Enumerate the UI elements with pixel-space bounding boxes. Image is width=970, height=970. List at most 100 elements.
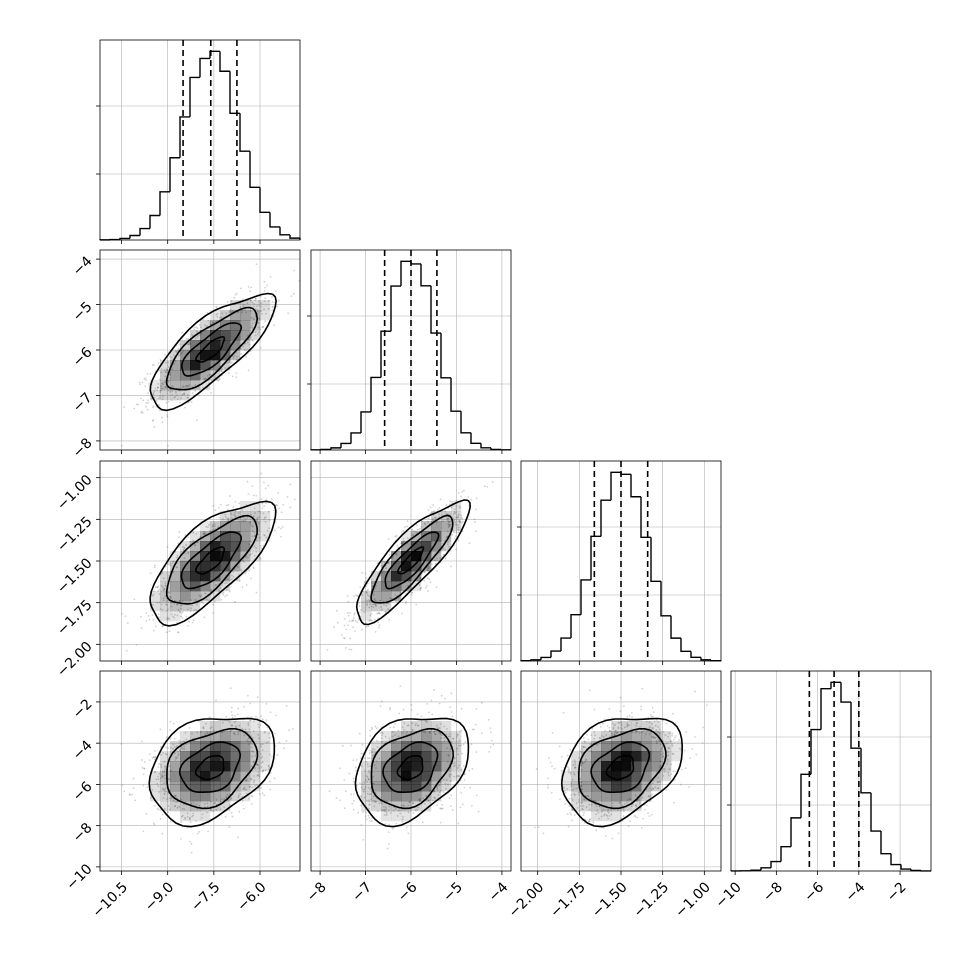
scatter-point xyxy=(190,401,193,403)
scatter-point xyxy=(245,554,248,557)
scatter-point xyxy=(230,711,233,713)
scatter-point xyxy=(157,785,160,788)
scatter-point xyxy=(238,502,241,505)
scatter-point xyxy=(653,736,656,739)
panel-content-3-0 xyxy=(120,687,294,854)
scatter-point xyxy=(439,821,442,824)
xtick-label-1-3: −5 xyxy=(440,879,466,905)
scatter-point xyxy=(368,803,371,806)
density-cell xyxy=(250,771,261,782)
density-cell xyxy=(210,531,221,542)
scatter-point xyxy=(247,737,250,740)
scatter-point xyxy=(448,775,451,778)
scatter-point xyxy=(445,733,448,736)
scatter-point xyxy=(387,608,390,611)
ytick-label-3-0: −10 xyxy=(63,861,95,893)
density-cell xyxy=(421,751,432,762)
scatter-point xyxy=(221,721,224,724)
scatter-point xyxy=(635,722,638,724)
density-cell xyxy=(571,771,582,782)
scatter-point xyxy=(221,370,224,373)
scatter-point xyxy=(364,779,367,781)
scatter-point xyxy=(153,426,156,428)
density-cell xyxy=(431,551,442,562)
scatter-point xyxy=(175,566,178,569)
scatter-point xyxy=(336,609,338,612)
scatter-point xyxy=(398,809,401,812)
scatter-point xyxy=(392,809,395,812)
scatter-point xyxy=(582,745,585,748)
scatter-point xyxy=(581,788,584,791)
scatter-point xyxy=(451,762,454,765)
scatter-point xyxy=(619,801,622,804)
scatter-point xyxy=(457,775,460,778)
scatter-point xyxy=(381,734,383,737)
scatter-point xyxy=(457,753,459,756)
scatter-point xyxy=(158,601,161,604)
scatter-point xyxy=(373,748,376,751)
scatter-point xyxy=(169,738,172,740)
scatter-point xyxy=(275,305,278,308)
scatter-point xyxy=(218,590,220,593)
hist-bar-8 xyxy=(810,728,821,775)
density-cell xyxy=(260,531,271,542)
scatter-point xyxy=(234,720,237,723)
scatter-point xyxy=(227,518,230,521)
xtick-label-1-0: −8 xyxy=(304,879,330,905)
density-cell xyxy=(250,551,261,562)
scatter-point xyxy=(475,794,478,797)
scatter-point xyxy=(256,784,259,787)
scatter-point xyxy=(169,562,172,565)
scatter-point xyxy=(183,393,185,395)
density-cell xyxy=(361,611,372,622)
scatter-point xyxy=(573,759,576,762)
scatter-point xyxy=(209,590,212,593)
scatter-point xyxy=(195,819,198,822)
scatter-point xyxy=(228,372,230,375)
scatter-point xyxy=(246,334,249,337)
scatter-point xyxy=(602,826,605,829)
scatter-point xyxy=(580,761,583,764)
scatter-point xyxy=(212,524,214,527)
scatter-point xyxy=(400,543,403,545)
scatter-point xyxy=(608,730,611,733)
scatter-point xyxy=(267,307,270,310)
hist-bar-2 xyxy=(750,869,761,871)
hist-bar-17 xyxy=(480,443,491,449)
scatter-point xyxy=(258,767,260,769)
scatter-point xyxy=(427,517,430,520)
scatter-point xyxy=(158,763,161,765)
scatter-point xyxy=(267,765,270,768)
scatter-point xyxy=(648,727,651,730)
scatter-point xyxy=(347,600,350,603)
density-cell xyxy=(411,731,422,742)
scatter-point xyxy=(439,807,442,810)
density-cell xyxy=(190,811,201,822)
scatter-point xyxy=(204,532,207,535)
scatter-point xyxy=(200,601,203,604)
scatter-point xyxy=(405,602,407,604)
scatter-point xyxy=(580,781,583,784)
scatter-point xyxy=(153,756,156,759)
scatter-point xyxy=(181,807,184,810)
scatter-point xyxy=(246,480,249,483)
density-cell xyxy=(421,521,432,532)
density-cell xyxy=(230,531,241,542)
ytick-label-2-2: −1.50 xyxy=(54,555,96,597)
density-cell xyxy=(220,340,231,351)
scatter-point xyxy=(162,577,165,580)
density-cell xyxy=(180,360,191,371)
scatter-point xyxy=(487,718,490,721)
scatter-point xyxy=(255,551,258,553)
scatter-point xyxy=(187,385,190,388)
scatter-point xyxy=(242,520,245,523)
scatter-point xyxy=(163,588,165,590)
scatter-point xyxy=(652,727,654,730)
scatter-point xyxy=(678,747,681,750)
scatter-point xyxy=(249,310,252,313)
scatter-point xyxy=(381,809,384,811)
scatter-point xyxy=(475,508,477,511)
scatter-point xyxy=(231,714,234,717)
scatter-point xyxy=(161,398,164,401)
scatter-point xyxy=(144,377,147,380)
